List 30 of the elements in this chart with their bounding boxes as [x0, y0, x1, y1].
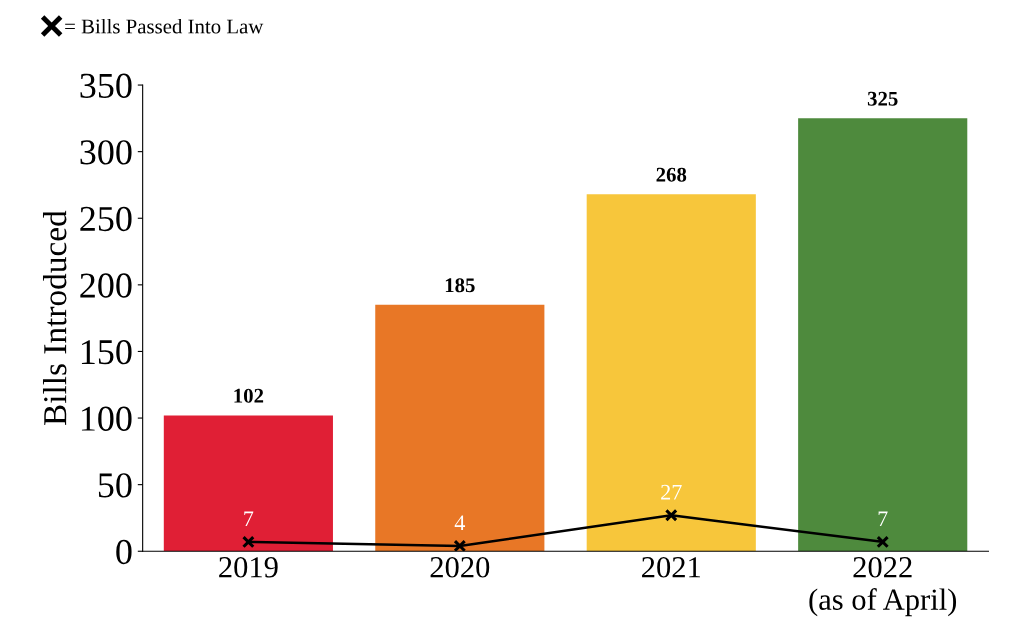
y-tick-label: 250 [80, 206, 132, 232]
point [876, 535, 890, 549]
data-label: 27 [661, 484, 682, 500]
point [241, 535, 255, 549]
x-tick-label: 2019 [219, 556, 278, 578]
y-tick-label: 0 [116, 539, 132, 565]
legend-label: = Bills Passed Into Law [65, 18, 264, 34]
y-tick-label: 300 [80, 140, 132, 165]
y-tick-label: 50 [98, 473, 132, 498]
y-tick-label: 150 [81, 339, 132, 365]
bar [798, 118, 968, 552]
data-label: 268 [656, 167, 687, 182]
bar [375, 304, 545, 552]
data-label: 325 [867, 91, 898, 106]
x-tick-label: 2020 [430, 556, 490, 578]
x-tick-label: 2021 [642, 556, 700, 578]
y-tick-label: 200 [80, 273, 132, 298]
y-tick-label: 100 [81, 406, 132, 431]
y-axis-title: Bills Introduced [42, 210, 67, 426]
data-label: 102 [234, 388, 264, 403]
point [453, 539, 467, 552]
bar [163, 415, 333, 552]
data-label: 7 [244, 511, 254, 527]
y-tick-label: 350 [80, 73, 132, 98]
data-label: 185 [445, 278, 475, 293]
x-tick-label: 2022 (as of April) [809, 556, 957, 617]
data-label: 4 [454, 515, 466, 531]
data-label: 7 [878, 511, 888, 527]
bar [586, 194, 756, 552]
point [664, 508, 678, 522]
